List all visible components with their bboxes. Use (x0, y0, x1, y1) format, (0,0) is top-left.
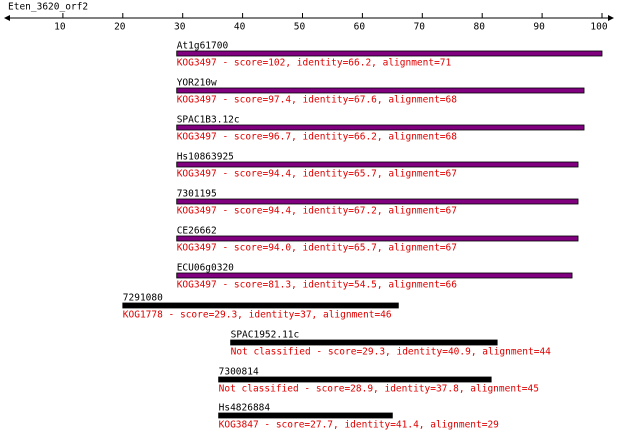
hit-description: Not classified - score=29.3, identity=40… (231, 347, 552, 358)
hit-description: KOG3497 - score=81.3, identity=54.5, ali… (177, 280, 458, 291)
hit-name: 7301195 (177, 189, 217, 200)
ruler-arrow-left (4, 15, 10, 21)
hit-name: Hs10863925 (177, 152, 234, 163)
hit-name: YOR210w (177, 78, 217, 89)
hit-bar (176, 235, 579, 242)
hit-bar (176, 161, 579, 168)
hit-description: KOG3497 - score=94.4, identity=67.2, ali… (177, 206, 457, 217)
hit-name: SPAC1B3.12c (177, 115, 240, 126)
hit-bar (176, 272, 573, 279)
hit-description: KOG1778 - score=29.3, identity=37, align… (123, 310, 392, 321)
hit-bar (122, 302, 399, 309)
hit-description: KOG3497 - score=94.0, identity=65.7, ali… (177, 243, 457, 254)
tick-label: 80 (473, 22, 485, 33)
hit-bar (218, 412, 393, 419)
ruler-arrow-right (608, 15, 614, 21)
tick-label: 10 (54, 22, 66, 33)
hit-description: KOG3497 - score=94.4, identity=65.7, ali… (177, 169, 457, 180)
tick-label: 20 (114, 22, 126, 33)
hit-description: Not classified - score=28.9, identity=37… (219, 384, 539, 395)
tick-label: 40 (234, 22, 246, 33)
hit-bar (176, 124, 585, 131)
hit-name: At1g61700 (177, 41, 229, 52)
tick-label: 70 (414, 22, 426, 33)
hit-bar (218, 376, 492, 383)
tick-label: 100 (590, 22, 607, 33)
hit-description: KOG3497 - score=97.4, identity=67.6, ali… (177, 95, 458, 106)
hit-name: CE26662 (177, 226, 217, 237)
query-title: Eten_3620_orf2 (8, 2, 88, 13)
tick-label: 90 (533, 22, 545, 33)
tick-label: 60 (354, 22, 366, 33)
tick-label: 50 (294, 22, 306, 33)
hit-description: KOG3847 - score=27.7, identity=41.4, ali… (219, 420, 500, 431)
hit-bar (176, 198, 579, 205)
hit-description: KOG3497 - score=102, identity=66.2, alig… (177, 58, 452, 69)
hit-bar (176, 87, 585, 94)
hit-bar (176, 50, 603, 57)
hit-description: KOG3497 - score=96.7, identity=66.2, ali… (177, 132, 458, 143)
hit-name: 7291080 (123, 293, 163, 304)
hit-bar (230, 339, 498, 346)
hit-name: ECU06g0320 (177, 263, 234, 274)
hit-name: 7300814 (219, 367, 259, 378)
hit-name: Hs4826884 (219, 403, 271, 414)
tick-label: 30 (174, 22, 186, 33)
hit-name: SPAC1952.11c (231, 330, 300, 341)
